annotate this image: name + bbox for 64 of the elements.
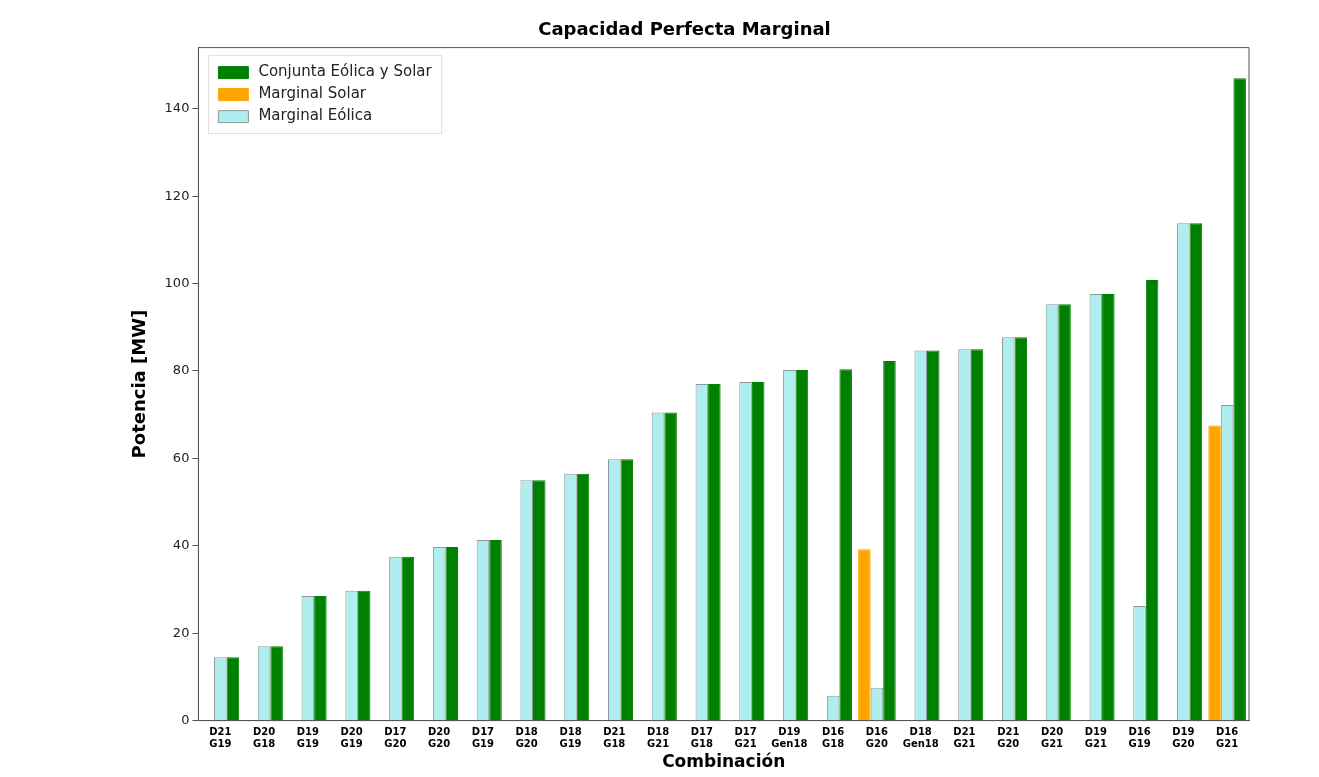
y-tick-label: 0 <box>181 711 190 727</box>
x-tick-label: D16 G20 <box>865 726 889 750</box>
x-tick-label: D19 G20 <box>1172 726 1195 750</box>
y-axis-title: Potencia [MW] <box>128 309 150 459</box>
x-tick-label: D21 G18 <box>603 726 626 750</box>
x-tick-label: D21 G21 <box>953 726 976 750</box>
bar <box>751 381 765 721</box>
bar <box>839 369 852 721</box>
legend-label: Conjunta Eólica y Solar <box>258 62 433 81</box>
x-tick-label: D18 Gen18 <box>902 726 939 750</box>
y-tick-label: 20 <box>172 624 190 640</box>
x-tick-label: D16 G21 <box>1216 726 1239 750</box>
bar <box>226 657 240 721</box>
x-tick-label: D20 G20 <box>428 726 451 750</box>
x-tick-label: D18 G19 <box>559 726 582 750</box>
bar <box>1189 223 1203 721</box>
bar <box>1014 337 1028 721</box>
bar <box>401 556 415 721</box>
bar <box>1233 78 1246 721</box>
x-tick-label: D21 G19 <box>209 726 232 750</box>
y-tick-label: 120 <box>164 187 190 203</box>
bar <box>270 646 283 721</box>
x-tick-label: D16 G19 <box>1128 726 1151 750</box>
y-tick-label: 40 <box>172 537 190 553</box>
x-axis-title: Combinación <box>662 751 786 772</box>
bar <box>314 596 327 721</box>
x-tick-label: D17 G21 <box>734 726 757 750</box>
x-tick-label: D21 G20 <box>997 726 1020 750</box>
bar <box>795 370 809 721</box>
x-tick-label: D19 G21 <box>1084 726 1107 750</box>
legend-label: Marginal Eólica <box>258 106 373 125</box>
x-tick-label: D17 G20 <box>384 726 407 750</box>
x-tick-label: D16 G18 <box>822 726 845 750</box>
bar <box>1058 304 1071 721</box>
x-tick-label: D18 G21 <box>646 726 670 750</box>
bar <box>357 590 371 721</box>
x-tick-label: D20 G19 <box>340 726 363 750</box>
y-tick-label: 100 <box>164 274 190 290</box>
legend-label: Marginal Solar <box>258 84 367 103</box>
bar <box>858 549 871 721</box>
y-tick-label: 80 <box>172 362 190 378</box>
x-tick-label: D20 G21 <box>1040 726 1064 750</box>
bar <box>1145 280 1159 721</box>
x-tick-label: D17 G19 <box>471 726 495 750</box>
y-tick-label: 60 <box>172 449 190 465</box>
x-tick-label: D19 G19 <box>296 726 319 750</box>
bar <box>533 480 546 721</box>
bar <box>1102 294 1115 721</box>
bar <box>445 547 458 721</box>
bar <box>1208 425 1221 721</box>
bar <box>576 473 590 721</box>
x-tick-label: D18 G20 <box>515 726 538 750</box>
bar <box>883 360 896 721</box>
y-tick-label: 140 <box>164 100 190 116</box>
bar <box>926 350 940 721</box>
bar <box>664 412 677 721</box>
x-tick-label: D20 G18 <box>252 726 276 750</box>
x-tick-label: D17 G18 <box>690 726 713 750</box>
bar <box>620 459 634 721</box>
x-tick-label: D19 Gen18 <box>771 726 808 750</box>
bar <box>970 349 984 721</box>
bar <box>708 384 721 721</box>
bar <box>489 540 502 721</box>
chart-title: Capacidad Perfecta Marginal <box>538 18 831 40</box>
